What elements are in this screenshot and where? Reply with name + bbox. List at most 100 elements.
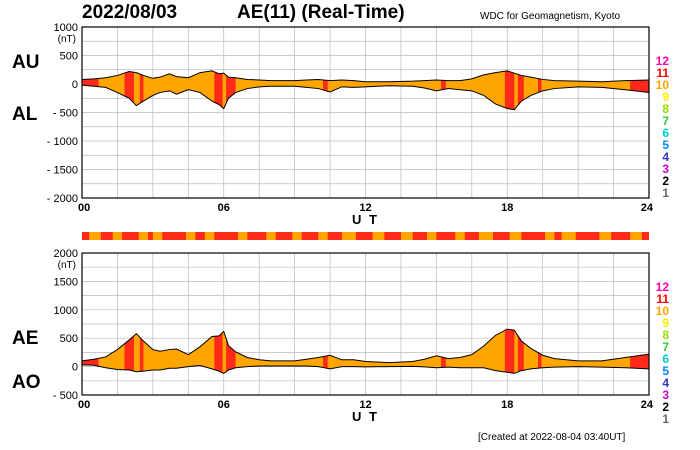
al-label: AL — [12, 104, 38, 125]
ae-label: AE — [12, 328, 39, 349]
y-tick-label: 2000 — [54, 248, 78, 260]
station-strip-segment — [148, 232, 153, 240]
high-station-band — [124, 70, 134, 110]
date-label: 2022/08/03 — [82, 2, 178, 23]
ao-label: AO — [12, 372, 41, 393]
x-tick-label: 12 — [359, 202, 371, 214]
station-strip-segment — [162, 232, 186, 240]
ae-ao-panel — [81, 252, 650, 396]
station-strip-segment — [575, 232, 600, 240]
source-label: WDC for Geomagnetism, Kyoto — [480, 11, 621, 22]
station-strip-segment — [82, 232, 90, 240]
station-count-5: 5 — [662, 138, 669, 152]
upper-series-line — [81, 70, 650, 83]
high-station-band — [214, 329, 223, 374]
y-tick-label: 0 — [72, 362, 78, 374]
y-tick-label: - 2000 — [47, 193, 78, 205]
station-count-2: 2 — [662, 174, 669, 188]
station-strip-segment — [384, 232, 401, 240]
station-count-2: 2 — [662, 400, 669, 414]
x-axis-label: U T — [352, 409, 379, 424]
plot-frame — [81, 26, 650, 199]
x-tick-label: 00 — [78, 399, 90, 411]
x-tick-label: 18 — [501, 399, 513, 411]
station-strip-segment — [356, 232, 373, 240]
x-tick-label: 12 — [359, 399, 371, 411]
high-station-band — [124, 329, 134, 374]
high-station-band — [139, 329, 144, 374]
station-strip-segment — [436, 232, 456, 240]
station-count-8: 8 — [662, 328, 669, 342]
station-strip-segment — [611, 232, 631, 240]
station-strip-segment — [493, 232, 510, 240]
y-tick-label: 500 — [60, 51, 78, 63]
station-count-10: 10 — [656, 304, 670, 318]
y-tick-label: - 500 — [53, 390, 78, 402]
y-tick-label: 1000 — [54, 22, 78, 34]
chart-title: AE(11) (Real-Time) — [237, 2, 405, 23]
station-strip-segment — [521, 232, 546, 240]
station-count-5: 5 — [662, 364, 669, 378]
high-station-band — [517, 329, 524, 374]
high-station-band — [504, 329, 515, 374]
x-tick-label: 06 — [218, 202, 230, 214]
station-count-9: 9 — [662, 90, 669, 104]
station-count-6: 6 — [662, 352, 669, 366]
station-strip-segment — [195, 232, 205, 240]
station-count-4: 4 — [662, 376, 669, 390]
x-tick-label: 06 — [218, 399, 230, 411]
au-label: AU — [12, 52, 40, 73]
high-station-band — [139, 70, 144, 110]
y-unit-label: (nT) — [58, 34, 76, 45]
station-count-strip — [82, 232, 649, 240]
station-count-1: 1 — [662, 412, 669, 426]
x-tick-label: 24 — [641, 202, 654, 214]
created-timestamp: [Created at 2022-08-04 03:40UT] — [478, 432, 626, 443]
x-tick-label: 00 — [78, 202, 90, 214]
station-count-1: 1 — [662, 186, 669, 200]
upper-series-line — [81, 328, 650, 364]
station-count-4: 4 — [662, 150, 669, 164]
station-strip-segment — [554, 232, 562, 240]
station-strip-segment — [301, 232, 319, 240]
x-tick-label: 24 — [641, 399, 654, 411]
plot-frame — [81, 252, 650, 396]
station-strip-segment — [412, 232, 427, 240]
station-count-7: 7 — [662, 340, 669, 354]
y-tick-label: - 1000 — [47, 136, 78, 148]
station-count-8: 8 — [662, 102, 669, 116]
station-strip-segment — [100, 232, 113, 240]
station-count-11: 11 — [656, 66, 669, 80]
station-count-11: 11 — [656, 292, 669, 306]
lower-series-line — [81, 84, 650, 111]
high-station-band — [537, 70, 542, 110]
station-count-3: 3 — [662, 388, 669, 402]
station-strip-segment — [275, 232, 293, 240]
au-al-panel — [81, 26, 650, 199]
y-unit-label: (nT) — [58, 260, 76, 271]
station-count-9: 9 — [662, 316, 669, 330]
station-strip-segment — [641, 232, 649, 240]
high-station-band — [226, 329, 236, 374]
station-count-7: 7 — [662, 114, 669, 128]
x-axis-label: U T — [352, 212, 379, 227]
station-count-3: 3 — [662, 162, 669, 176]
y-tick-label: 1500 — [54, 276, 78, 288]
station-strip-segment — [464, 232, 479, 240]
station-strip-segment — [247, 232, 267, 240]
high-station-band — [226, 70, 236, 110]
y-tick-label: - 1500 — [47, 165, 78, 177]
station-count-12: 12 — [656, 280, 670, 294]
y-tick-label: - 500 — [53, 108, 78, 120]
y-tick-label: 500 — [60, 333, 78, 345]
station-strip-segment — [122, 232, 139, 240]
station-strip-segment — [214, 232, 238, 240]
high-station-band — [504, 70, 515, 110]
x-tick-label: 18 — [501, 202, 513, 214]
y-tick-label: 0 — [72, 79, 78, 91]
lower-series-line — [81, 364, 650, 374]
station-strip-segment — [327, 232, 342, 240]
station-count-6: 6 — [662, 126, 669, 140]
station-count-10: 10 — [656, 78, 670, 92]
